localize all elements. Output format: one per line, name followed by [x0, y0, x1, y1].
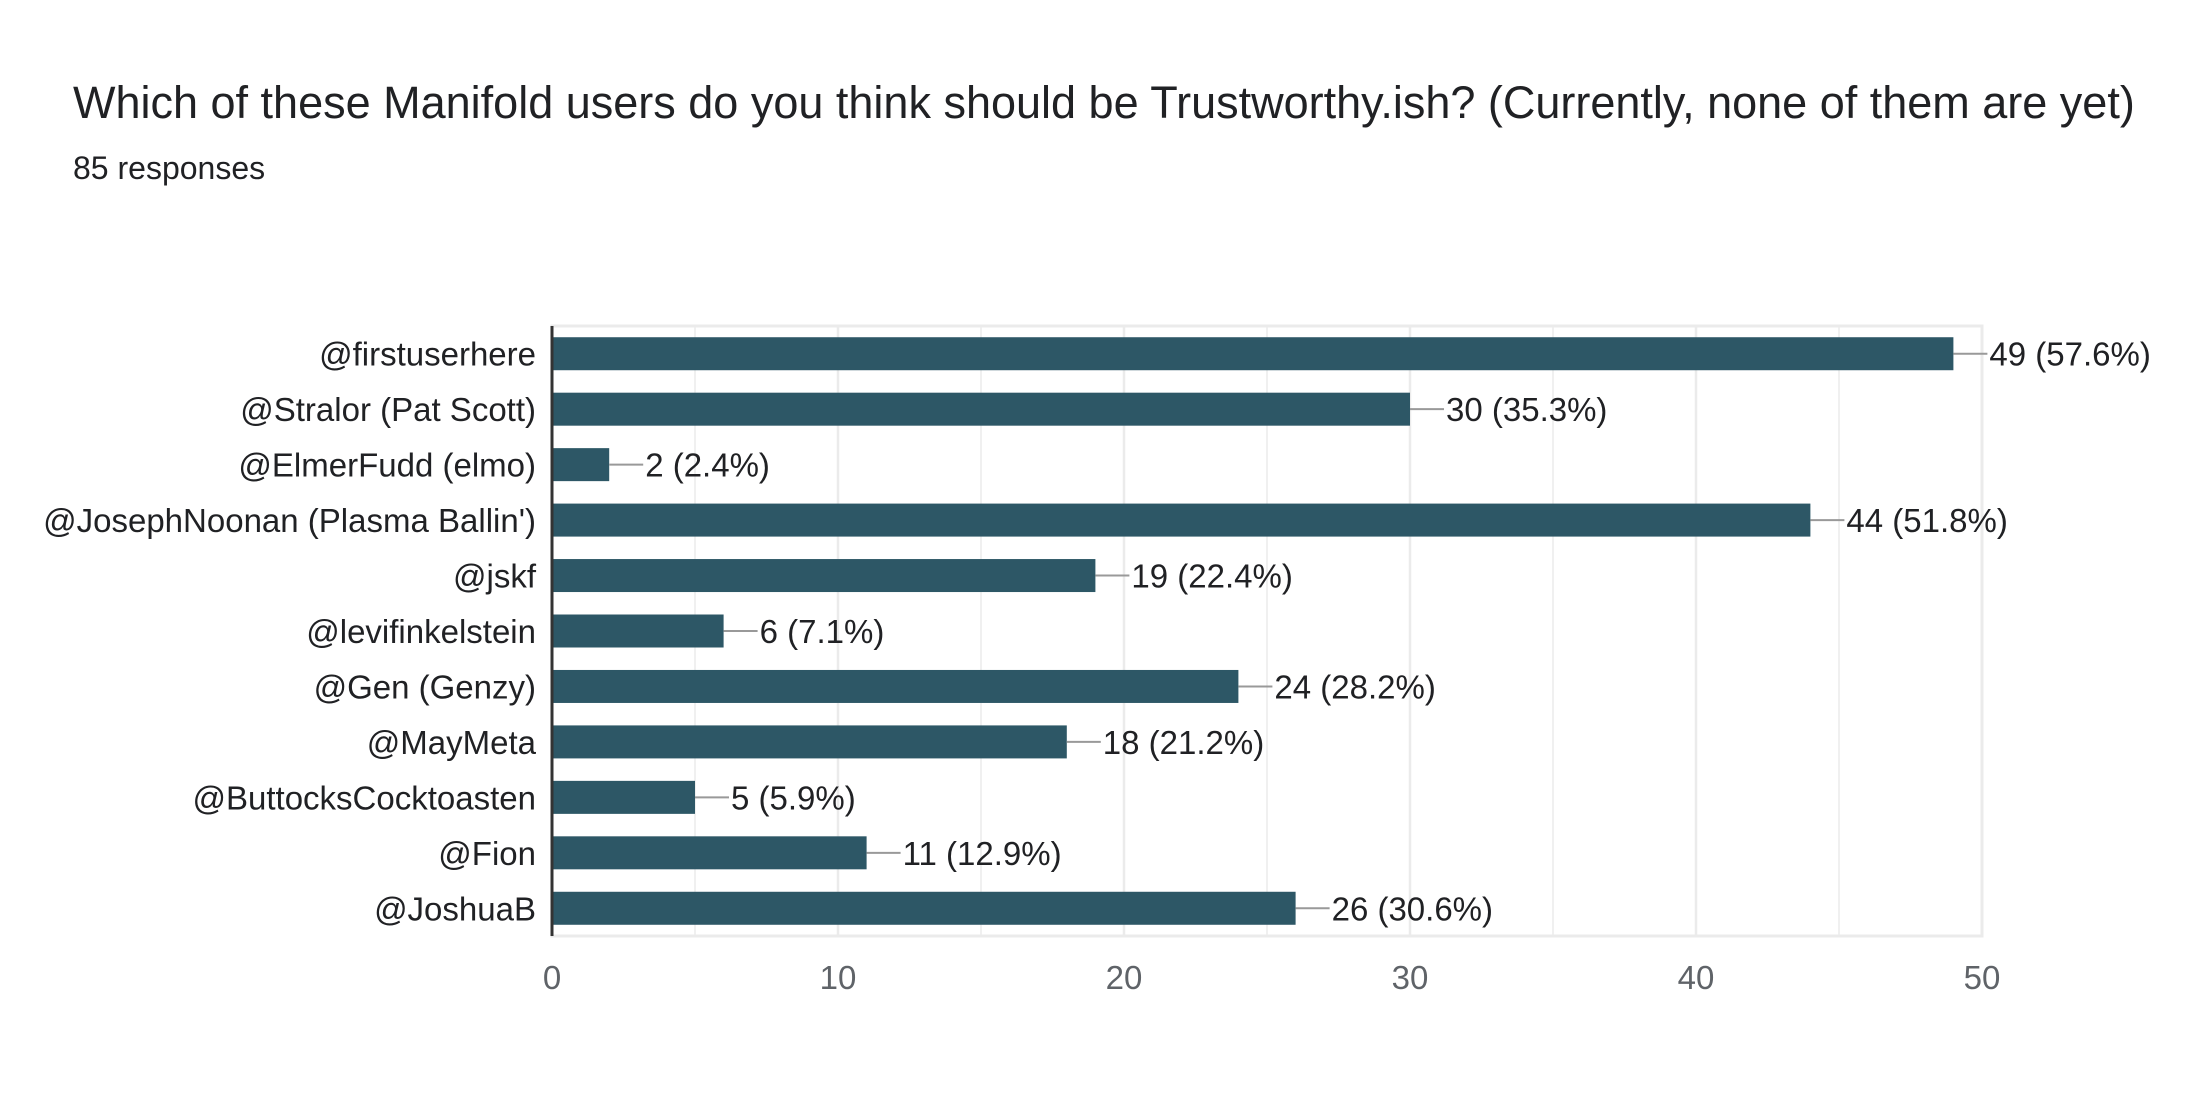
bar — [552, 337, 1954, 371]
data-label: 19 (22.4%) — [1131, 558, 1292, 595]
bar — [552, 669, 1239, 703]
data-label: 5 (5.9%) — [731, 779, 856, 816]
category-label: @firstuserhere — [319, 336, 536, 373]
category-label: @levifinkelstein — [306, 613, 536, 650]
bar — [552, 614, 724, 648]
x-tick-label: 0 — [543, 959, 561, 996]
data-label: 18 (21.2%) — [1103, 724, 1264, 761]
bar — [552, 448, 610, 482]
bar — [552, 891, 1296, 925]
bar — [552, 392, 1410, 426]
data-label: 6 (7.1%) — [760, 613, 885, 650]
category-label: @Fion — [438, 835, 536, 872]
x-tick-label: 30 — [1392, 959, 1429, 996]
category-label: @jskf — [453, 558, 537, 595]
bar — [552, 503, 1811, 537]
category-label: @ButtocksCocktoasten — [193, 779, 537, 816]
category-label: @MayMeta — [367, 724, 537, 761]
bar — [552, 725, 1067, 759]
bar — [552, 780, 695, 814]
question-title: Which of these Manifold users do you thi… — [73, 77, 2135, 128]
data-label: 24 (28.2%) — [1274, 668, 1435, 705]
x-tick-label: 40 — [1678, 959, 1715, 996]
x-tick-label: 50 — [1964, 959, 2001, 996]
bar — [552, 559, 1096, 593]
category-label: @JosephNoonan (Plasma Ballin') — [43, 502, 536, 539]
data-label: 44 (51.8%) — [1846, 502, 2007, 539]
category-label: @ElmerFudd (elmo) — [238, 447, 536, 484]
question-header: Which of these Manifold users do you thi… — [73, 66, 2173, 190]
x-tick-label: 20 — [1106, 959, 1143, 996]
category-label: @Stralor (Pat Scott) — [240, 391, 536, 428]
data-label: 30 (35.3%) — [1446, 391, 1607, 428]
data-label: 2 (2.4%) — [645, 447, 770, 484]
data-label: 26 (30.6%) — [1332, 890, 1493, 927]
category-label: @JoshuaB — [374, 890, 536, 927]
response-count: 85 responses — [73, 150, 266, 186]
category-label: @Gen (Genzy) — [314, 668, 536, 705]
data-label: 11 (12.9%) — [903, 835, 1062, 872]
data-label: 49 (57.6%) — [1989, 336, 2150, 373]
x-tick-label: 10 — [820, 959, 857, 996]
bar — [552, 836, 867, 870]
